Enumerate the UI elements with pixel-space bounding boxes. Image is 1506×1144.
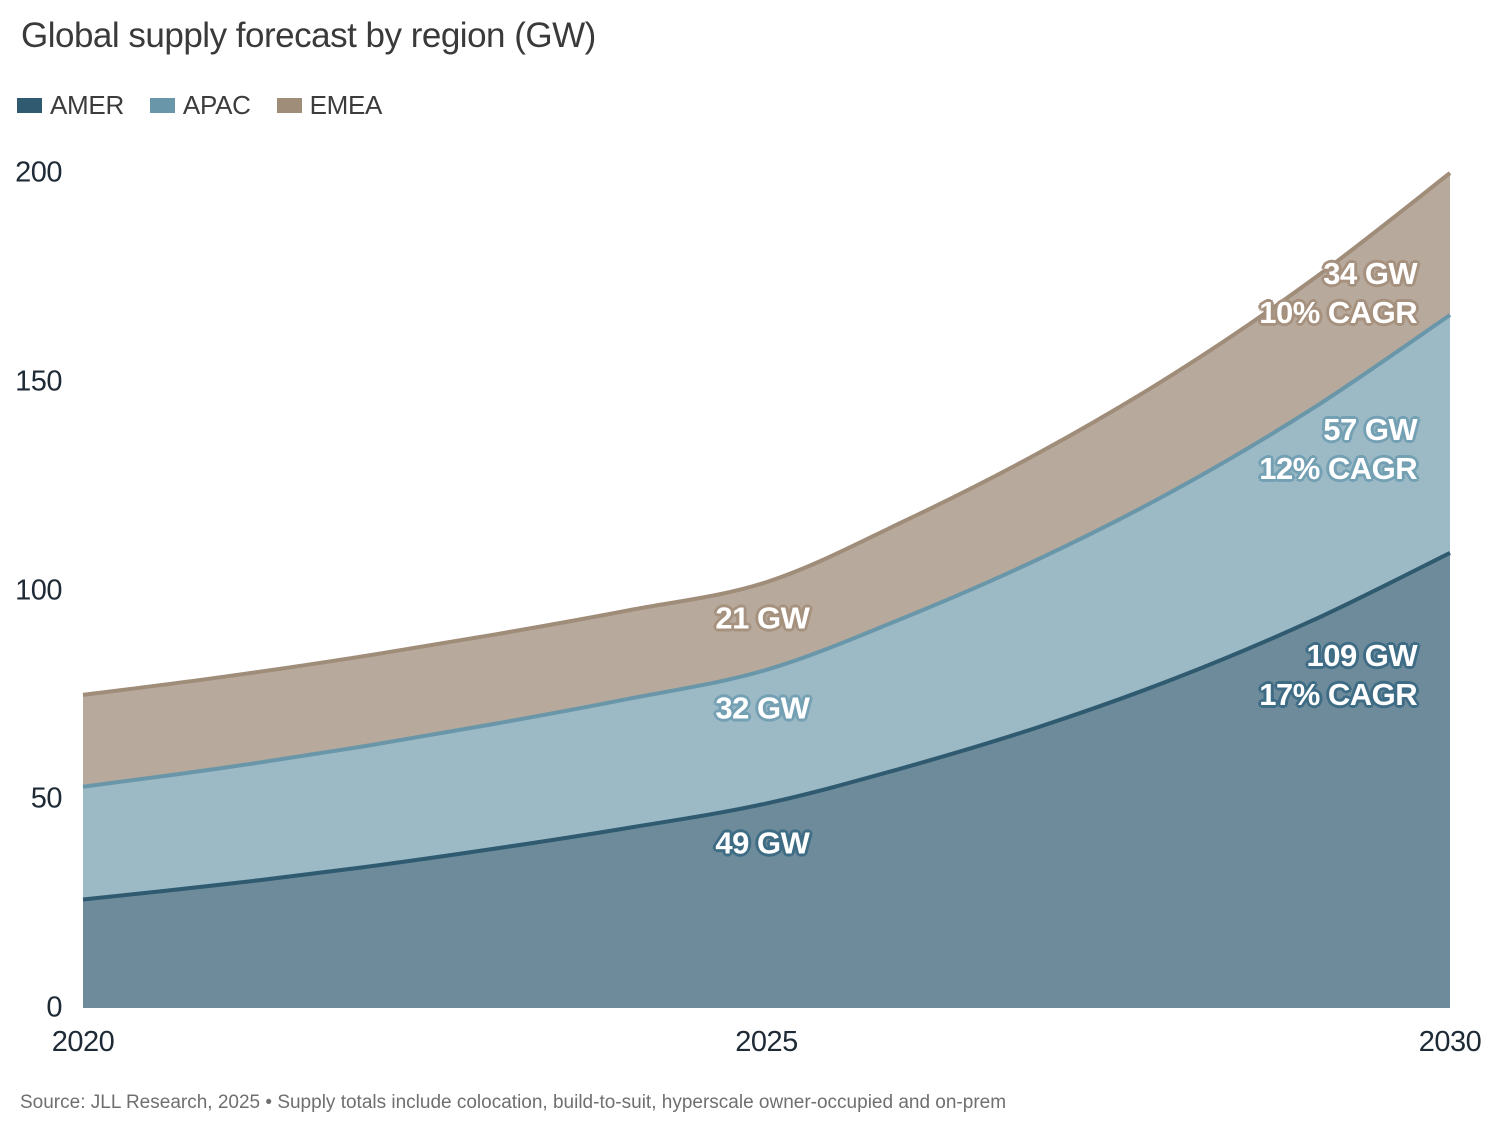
- annotation-32-gw: 32 GW: [715, 690, 810, 726]
- area-amer: [83, 552, 1450, 1008]
- annotation-57-gw: 57 GW 12% CAGR: [1259, 411, 1418, 486]
- chart-legend: AMER APAC EMEA: [17, 90, 382, 121]
- legend-item-amer: AMER: [17, 90, 124, 121]
- legend-swatch-amer: [17, 98, 42, 113]
- y-tick-label: 50: [30, 782, 63, 815]
- boundary-line-amer: [82, 551, 1451, 902]
- y-tick-label: 100: [15, 574, 62, 606]
- boundary-line-emea: [82, 171, 1452, 697]
- x-tick-label: 2025: [735, 1026, 798, 1058]
- legend-swatch-apac: [149, 98, 175, 113]
- legend-swatch-emea: [276, 98, 302, 113]
- legend-label: APAC: [182, 90, 251, 120]
- chart-title: Global supply forecast by region (GW): [21, 16, 596, 55]
- legend-item-apac: APAC: [149, 90, 251, 121]
- y-tick-label: 0: [46, 991, 62, 1024]
- y-tick-label: 150: [15, 365, 62, 398]
- y-tick-label: 200: [15, 156, 62, 189]
- annotation-21-gw: 21 GW: [715, 600, 810, 636]
- legend-label: AMER: [50, 90, 124, 120]
- annotation-109-gw: 109 GW 17% CAGR: [1259, 637, 1418, 712]
- legend-item-emea: EMEA: [276, 90, 383, 121]
- legend-label: EMEA: [309, 90, 383, 120]
- annotation-49-gw: 49 GW: [715, 825, 810, 861]
- x-tick-label: 2030: [1418, 1026, 1482, 1058]
- boundary-line-apac: [82, 313, 1452, 789]
- x-tick-label: 2020: [51, 1026, 115, 1058]
- annotation-34-gw: 34 GW 10% CAGR: [1259, 255, 1418, 330]
- source-note: Source: JLL Research, 2025 • Supply tota…: [20, 1092, 1007, 1113]
